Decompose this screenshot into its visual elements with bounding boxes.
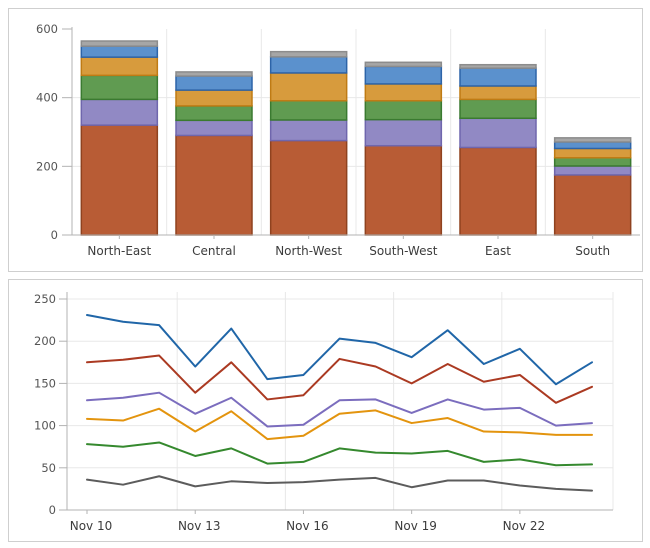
x-axis-label: Nov 19 <box>394 519 437 533</box>
x-axis-label: South-West <box>369 244 438 258</box>
y-axis-label: 600 <box>36 22 58 36</box>
bar-segment-stack-sienna <box>269 139 348 236</box>
bar-segment-stack-purple <box>80 98 159 126</box>
x-axis-label: North-West <box>275 244 342 258</box>
bar-segment-stack-green <box>80 74 159 101</box>
x-axis-label: Nov 13 <box>178 519 221 533</box>
bar-segment-stack-green <box>175 105 253 122</box>
bar-segment-stack-green <box>269 100 348 121</box>
line-chart: 0 50 100 150 200 250 Nov 10 Nov 13 Nov 16 Nov 19 N… <box>34 292 614 533</box>
y-axis-label: 200 <box>36 159 58 173</box>
x-axis-label: East <box>485 244 511 258</box>
x-axis-label: Nov 16 <box>286 519 329 533</box>
bar-segment-stack-orange <box>175 89 253 107</box>
x-axis-label: South <box>575 244 610 258</box>
bar-segment-stack-gray <box>553 137 632 143</box>
bar-segment-stack-blue <box>175 75 253 91</box>
bar-segment-stack-orange <box>80 56 159 77</box>
bar-segment-stack-gray <box>80 40 159 47</box>
bar-segment-stack-blue <box>459 67 537 87</box>
y-axis-label: 0 <box>51 228 58 242</box>
stacked-bar-chart-panel: North-East Central North-West South-West Eas… <box>8 8 643 272</box>
y-axis-label: 50 <box>41 461 56 475</box>
bar-segment-stack-blue <box>364 65 443 85</box>
y-axis-label: 250 <box>34 292 56 306</box>
bar-segment-stack-orange <box>364 83 443 102</box>
bar-segment-stack-sienna <box>364 144 443 236</box>
bar-segment-stack-sienna <box>80 124 159 236</box>
bar-segment-stack-purple <box>269 119 348 142</box>
bar-segment-stack-purple <box>459 117 537 149</box>
bar-segment-stack-orange <box>269 72 348 102</box>
bar-segment-stack-gray <box>175 71 253 77</box>
bar-segment-stack-sienna <box>459 146 537 236</box>
bar-segment-stack-purple <box>175 119 253 137</box>
bar-segment-stack-gray <box>364 61 443 68</box>
bar-segment-stack-purple <box>364 118 443 147</box>
x-axis-label: Nov 22 <box>503 519 546 533</box>
line-gray <box>86 475 593 492</box>
line-purple <box>86 391 593 428</box>
line-orange <box>86 407 593 441</box>
x-axis-label: Central <box>192 244 236 258</box>
bar-segment-stack-blue <box>269 56 348 74</box>
bar-segment-stack-gray <box>459 63 537 69</box>
bar-segment-stack-gray <box>269 50 348 58</box>
y-axis-label: 150 <box>34 376 56 390</box>
x-axis-label: Nov 10 <box>70 519 113 533</box>
bar-segment-stack-green <box>553 157 632 167</box>
bar-segment-stack-orange <box>553 147 632 159</box>
bar-segment-stack-green <box>459 98 537 120</box>
stacked-bar-chart: North-East Central North-West South-West Eas… <box>36 22 640 258</box>
y-axis-label: 100 <box>34 419 56 433</box>
bar-segment-stack-sienna <box>175 134 253 236</box>
bar-segment-stack-blue <box>553 141 632 150</box>
bar-segment-stack-blue <box>80 45 159 58</box>
bar-segment-stack-green <box>364 100 443 121</box>
y-axis-label: 200 <box>34 334 56 348</box>
line-red <box>86 354 593 404</box>
y-axis-label: 400 <box>36 91 58 105</box>
x-axis-label: North-East <box>87 244 151 258</box>
bar-segment-stack-purple <box>553 165 632 176</box>
line-green <box>86 441 593 467</box>
bar-segment-stack-sienna <box>553 174 632 236</box>
line-chart-panel: 0 50 100 150 200 250 Nov 10 Nov 13 Nov 16 Nov 19 N… <box>8 279 643 542</box>
line-blue <box>86 314 593 386</box>
y-axis-label: 0 <box>49 503 56 517</box>
bar-segment-stack-orange <box>459 85 537 101</box>
